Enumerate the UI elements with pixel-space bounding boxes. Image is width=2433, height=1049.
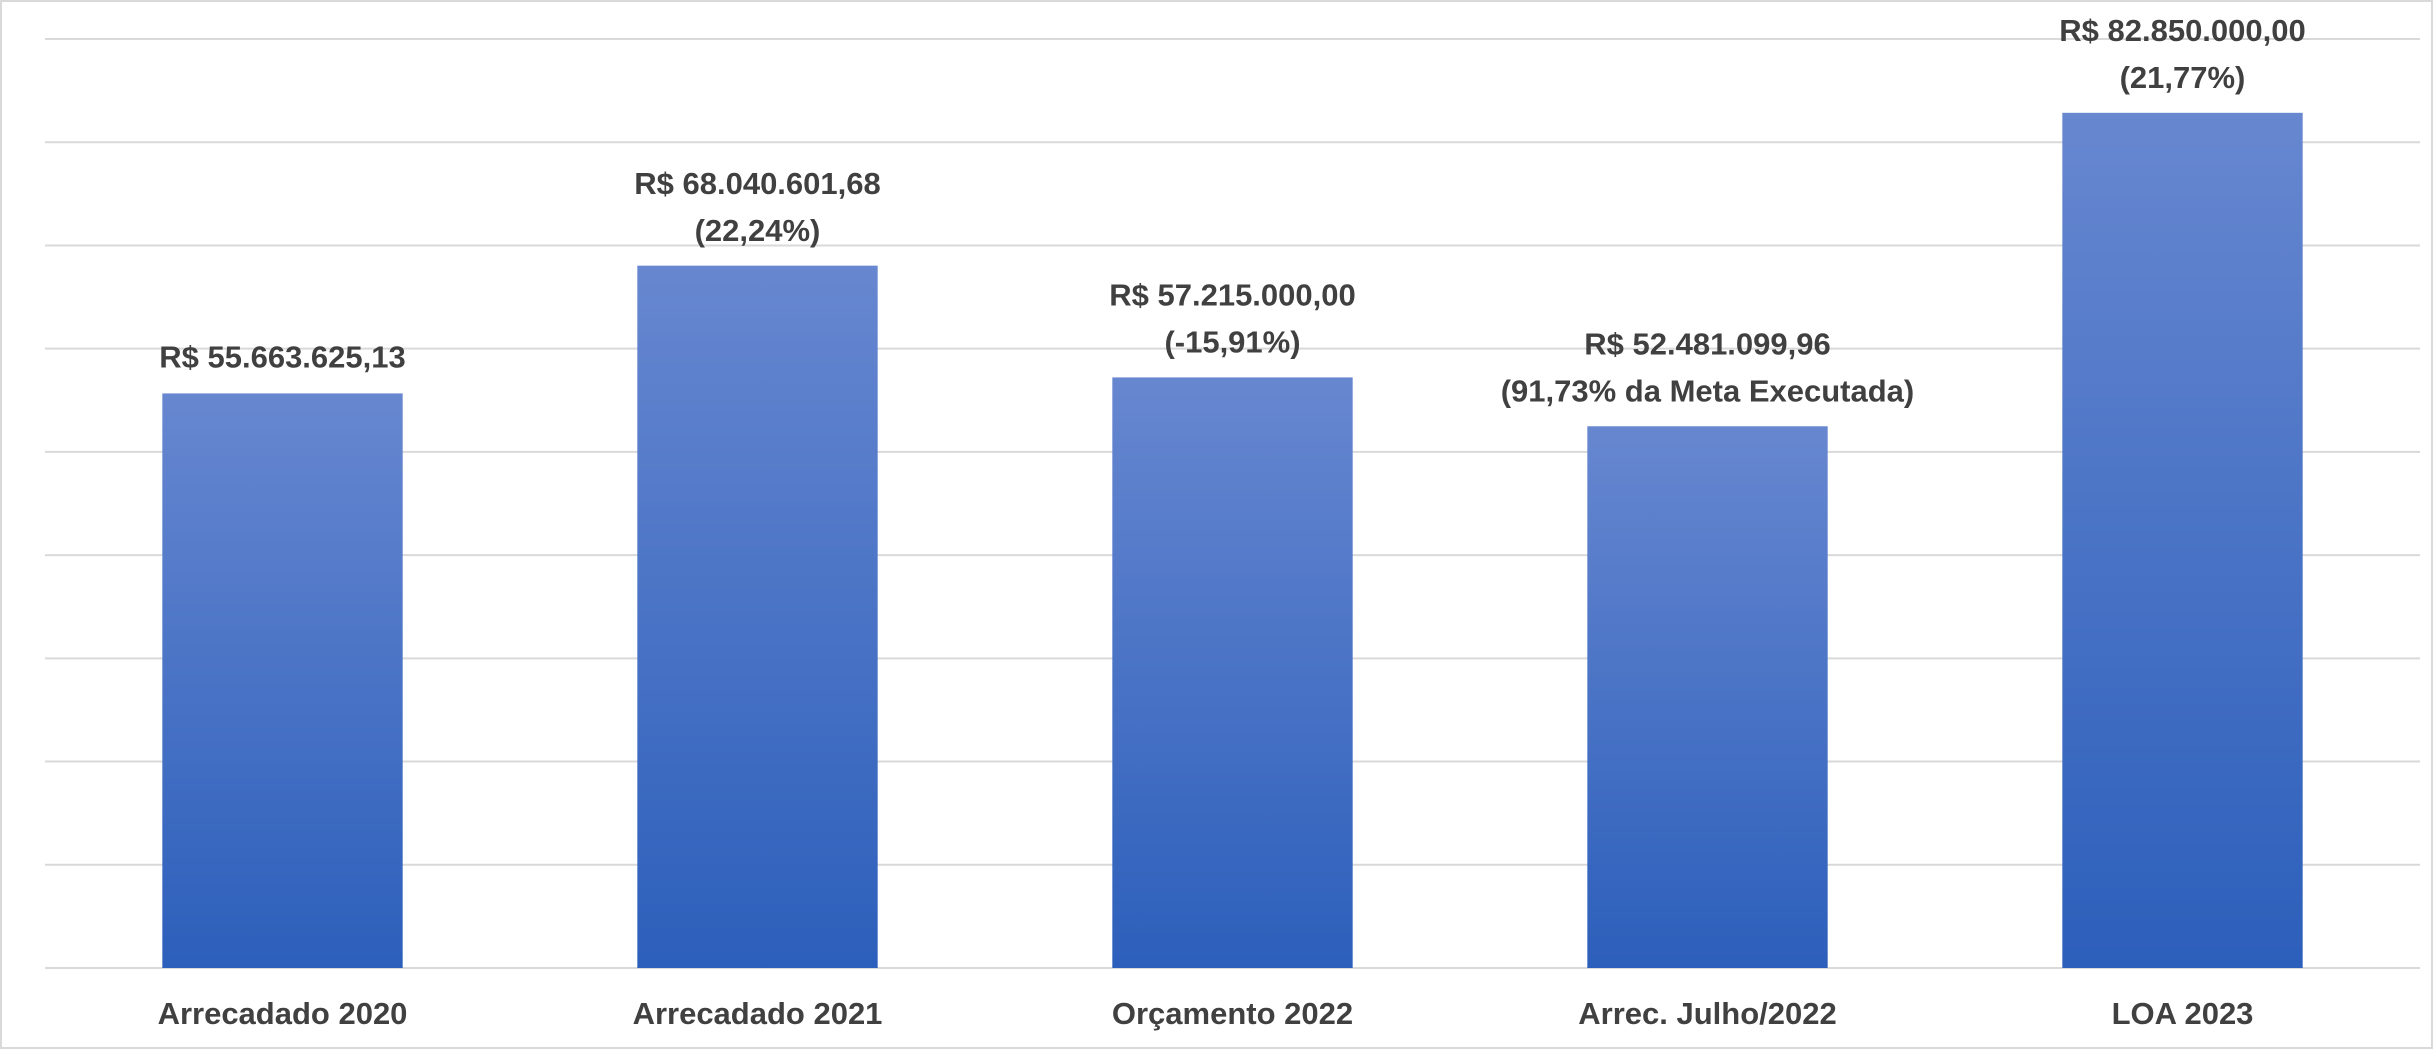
value-label: R$ 82.850.000,00	[2059, 13, 2306, 48]
x-tick-label: Arrec. Julho/2022	[1578, 996, 1836, 1031]
x-tick-label: LOA 2023	[2112, 996, 2254, 1031]
x-tick-label: Arrecadado 2021	[633, 996, 883, 1031]
x-tick-label: Arrecadado 2020	[158, 996, 408, 1031]
annotation: (-15,91%)	[1164, 325, 1300, 360]
bar	[1112, 377, 1353, 968]
value-label: R$ 57.215.000,00	[1109, 278, 1356, 313]
value-label: R$ 55.663.625,13	[159, 340, 406, 375]
bar	[637, 265, 878, 968]
x-tick-label: Orçamento 2022	[1112, 996, 1353, 1031]
annotation: (22,24%)	[695, 213, 821, 248]
annotation: (21,77%)	[2120, 60, 2246, 95]
value-label: R$ 52.481.099,96	[1584, 326, 1831, 361]
bar	[1587, 426, 1828, 968]
bar	[2062, 112, 2303, 968]
bar	[162, 393, 403, 968]
value-label: R$ 68.040.601,68	[634, 166, 881, 201]
annotation: (91,73% da Meta Executada)	[1501, 373, 1915, 408]
